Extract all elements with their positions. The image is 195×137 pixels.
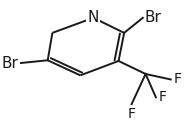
Text: Br: Br xyxy=(145,10,161,25)
Text: F: F xyxy=(159,90,167,104)
Text: N: N xyxy=(88,10,99,25)
Text: F: F xyxy=(128,107,136,121)
Text: Br: Br xyxy=(2,55,19,71)
Text: F: F xyxy=(174,72,182,86)
